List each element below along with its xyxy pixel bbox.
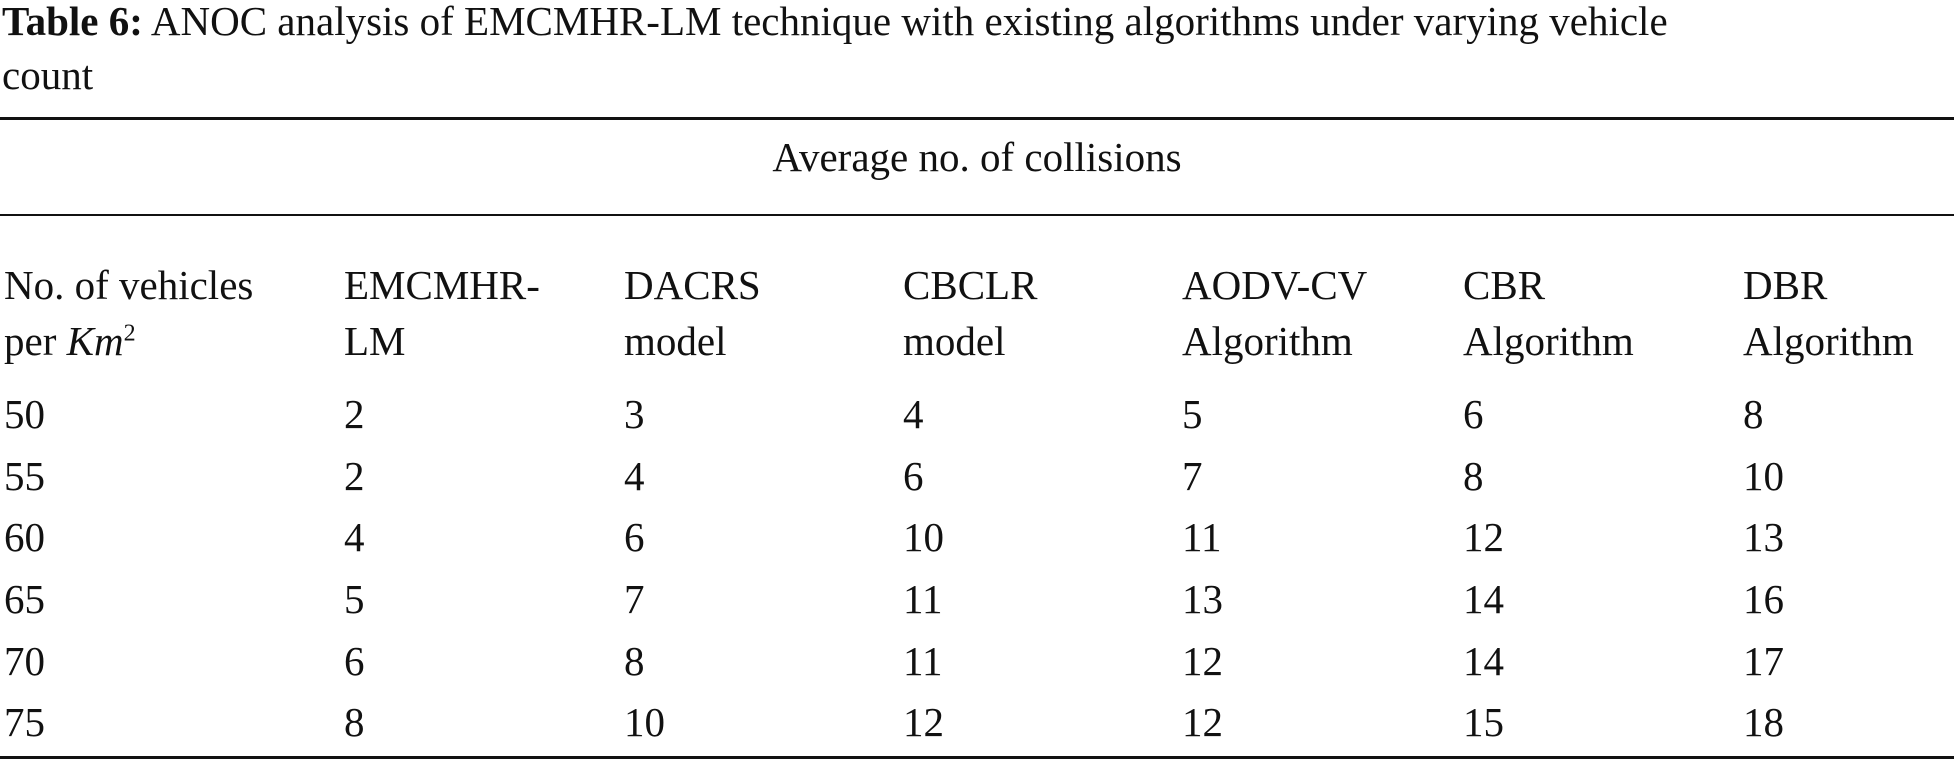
- column-header-vehicles-line1: No. of vehicles: [4, 262, 254, 308]
- column-header-dacrs-line1: DACRS: [624, 262, 761, 308]
- unit-superscript: 2: [123, 320, 136, 347]
- table-cell: 13: [1743, 514, 1784, 560]
- table-cell: 12: [903, 699, 944, 745]
- caption-line-2: count: [2, 52, 94, 98]
- table-cell: 14: [1463, 638, 1504, 684]
- column-header-aodv-cv-line1: AODV-CV: [1182, 262, 1368, 308]
- unit-prefix: per: [4, 318, 67, 364]
- group-header: Average no. of collisions: [772, 134, 1182, 180]
- table-cell: 16: [1743, 576, 1784, 622]
- table-cell: 10: [903, 514, 944, 560]
- table-cell: 11: [903, 576, 943, 622]
- table-cell: 5: [344, 576, 365, 622]
- table-cell: 8: [1743, 391, 1764, 437]
- table-cell: 7: [1182, 453, 1203, 499]
- table-cell: 3: [624, 391, 645, 437]
- table-cell: 2: [344, 453, 365, 499]
- column-header-vehicles-line2: per Km2: [4, 316, 136, 366]
- column-header-cbr-line2: Algorithm: [1463, 318, 1634, 364]
- table-cell: 60: [4, 514, 45, 560]
- table-cell: 7: [624, 576, 645, 622]
- table-cell: 6: [1463, 391, 1484, 437]
- column-header-emcmhr-lm-line2: LM: [344, 318, 406, 364]
- column-header-cbclr-line1: CBCLR: [903, 262, 1038, 308]
- table-cell: 11: [1182, 514, 1222, 560]
- table-cell: 10: [1743, 453, 1784, 499]
- table-cell: 12: [1463, 514, 1504, 560]
- table-cell: 8: [624, 638, 645, 684]
- column-header-emcmhr-lm-line1: EMCMHR-: [344, 262, 540, 308]
- table-cell: 8: [1463, 453, 1484, 499]
- table-cell: 12: [1182, 699, 1223, 745]
- table-cell: 6: [903, 453, 924, 499]
- caption-line-1: Table 6: ANOC analysis of EMCMHR-LM tech…: [2, 0, 1952, 46]
- column-header-cbr-line1: CBR: [1463, 262, 1546, 308]
- table-cell: 10: [624, 699, 665, 745]
- table-cell: 14: [1463, 576, 1504, 622]
- table-cell: 4: [344, 514, 365, 560]
- caption-label: Table 6:: [2, 0, 143, 44]
- table-cell: 75: [4, 699, 45, 745]
- column-header-aodv-cv-line2: Algorithm: [1182, 318, 1353, 364]
- table-cell: 50: [4, 391, 45, 437]
- column-header-dacrs-line2: model: [624, 318, 727, 364]
- table-cell: 13: [1182, 576, 1223, 622]
- table-cell: 4: [903, 391, 924, 437]
- table-cell: 17: [1743, 638, 1784, 684]
- table-cell: 65: [4, 576, 45, 622]
- table-cell: 18: [1743, 699, 1784, 745]
- table-cell: 8: [344, 699, 365, 745]
- table-cell: 6: [624, 514, 645, 560]
- column-header-dbr-line2: Algorithm: [1743, 318, 1914, 364]
- column-header-cbclr-line2: model: [903, 318, 1006, 364]
- table-cell: 11: [903, 638, 943, 684]
- header-rule: [0, 214, 1954, 216]
- table-cell: 70: [4, 638, 45, 684]
- table-cell: 4: [624, 453, 645, 499]
- unit-km: Km: [66, 318, 124, 364]
- top-rule: [0, 117, 1954, 120]
- table-cell: 2: [344, 391, 365, 437]
- table-cell: 12: [1182, 638, 1223, 684]
- table-cell: 5: [1182, 391, 1203, 437]
- table-cell: 55: [4, 453, 45, 499]
- table-cell: 6: [344, 638, 365, 684]
- bottom-rule: [0, 756, 1954, 759]
- column-header-dbr-line1: DBR: [1743, 262, 1828, 308]
- table-cell: 15: [1463, 699, 1504, 745]
- caption-text: ANOC analysis of EMCMHR-LM technique wit…: [142, 0, 1668, 44]
